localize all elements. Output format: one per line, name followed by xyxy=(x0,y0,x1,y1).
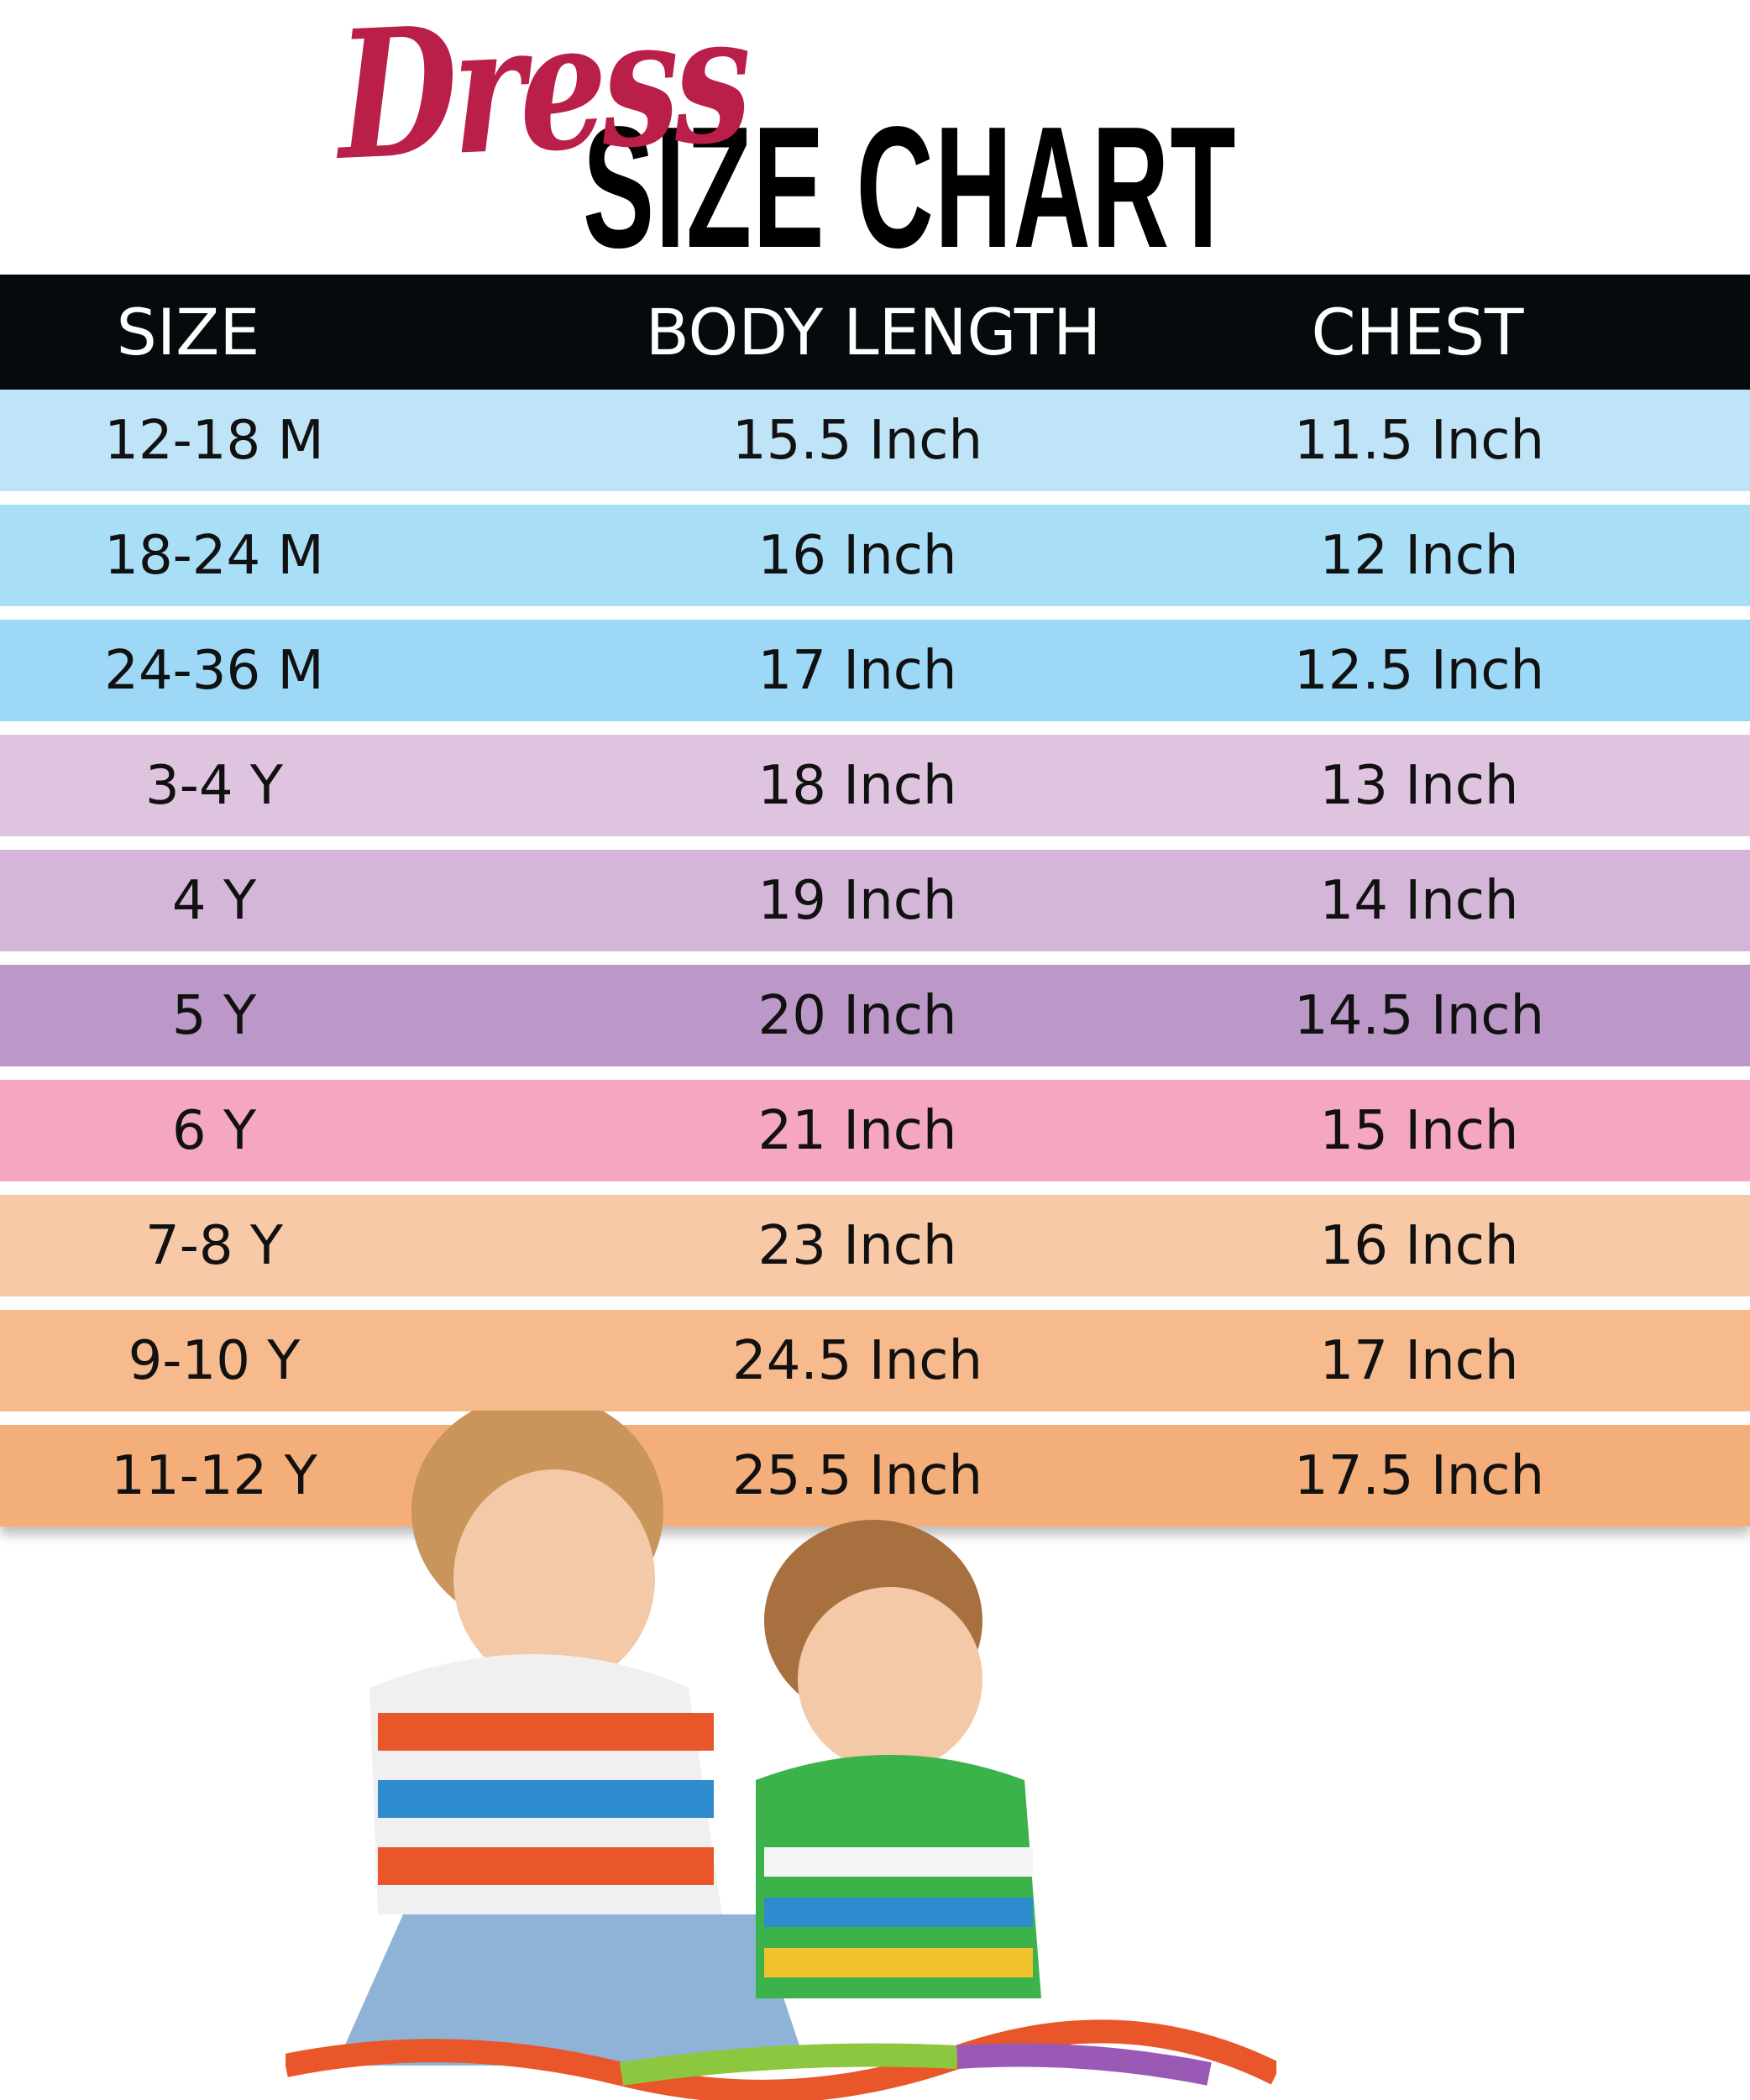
chest-cell: 13 Inch xyxy=(1319,754,1519,817)
chest-cell: 14 Inch xyxy=(1319,869,1519,932)
chest-cell: 17 Inch xyxy=(1319,1329,1519,1392)
table-row: 5 Y 20 Inch 14.5 Inch xyxy=(0,965,1750,1066)
table-row: 6 Y 21 Inch 15 Inch xyxy=(0,1080,1750,1181)
table-header: SIZE BODY LENGTH CHEST xyxy=(0,275,1750,390)
body-length-cell: 25.5 Inch xyxy=(731,1444,983,1507)
chest-cell: 17.5 Inch xyxy=(1293,1444,1545,1507)
page-title: SIZE CHART xyxy=(583,91,1237,284)
table-row: 12-18 M 15.5 Inch 11.5 Inch xyxy=(0,390,1750,491)
table-row: 18-24 M 16 Inch 12 Inch xyxy=(0,505,1750,606)
size-cell: 11-12 Y xyxy=(111,1444,317,1507)
size-cell: 3-4 Y xyxy=(145,754,283,817)
chest-cell: 15 Inch xyxy=(1319,1099,1519,1162)
header-body-length: BODY LENGTH xyxy=(645,295,1102,369)
size-cell: 7-8 Y xyxy=(145,1214,283,1277)
header-size: SIZE xyxy=(116,295,260,369)
table-row: 9-10 Y 24.5 Inch 17 Inch xyxy=(0,1310,1750,1411)
body-length-cell: 16 Inch xyxy=(757,524,957,587)
table-row: 11-12 Y 25.5 Inch 17.5 Inch xyxy=(0,1425,1750,1527)
table-row: 4 Y 19 Inch 14 Inch xyxy=(0,850,1750,951)
body-length-cell: 21 Inch xyxy=(757,1099,957,1162)
chest-cell: 11.5 Inch xyxy=(1293,409,1545,472)
chest-cell: 12.5 Inch xyxy=(1293,639,1545,702)
body-length-cell: 18 Inch xyxy=(757,754,957,817)
size-cell: 12-18 M xyxy=(104,409,324,472)
size-cell: 4 Y xyxy=(171,869,257,932)
size-chart-table: SIZE BODY LENGTH CHEST 12-18 M 15.5 Inch 1… xyxy=(0,275,1750,1540)
size-cell: 5 Y xyxy=(171,984,257,1047)
size-cell: 18-24 M xyxy=(104,524,324,587)
body-length-cell: 15.5 Inch xyxy=(731,409,983,472)
chest-cell: 14.5 Inch xyxy=(1293,984,1545,1047)
header-chest: CHEST xyxy=(1311,295,1524,369)
size-cell: 9-10 Y xyxy=(128,1329,301,1392)
body-length-cell: 19 Inch xyxy=(757,869,957,932)
size-cell: 6 Y xyxy=(171,1099,257,1162)
body-length-cell: 23 Inch xyxy=(757,1214,957,1277)
title-script-dress: Dress xyxy=(335,0,749,200)
kids-playing-photo xyxy=(286,1411,1276,2100)
size-cell: 24-36 M xyxy=(104,639,324,702)
table-row: 3-4 Y 18 Inch 13 Inch xyxy=(0,735,1750,836)
chest-cell: 16 Inch xyxy=(1319,1214,1519,1277)
table-row: 24-36 M 17 Inch 12.5 Inch xyxy=(0,620,1750,721)
body-length-cell: 17 Inch xyxy=(757,639,957,702)
table-row: 7-8 Y 23 Inch 16 Inch xyxy=(0,1195,1750,1296)
body-length-cell: 20 Inch xyxy=(757,984,957,1047)
chest-cell: 12 Inch xyxy=(1319,524,1519,587)
body-length-cell: 24.5 Inch xyxy=(731,1329,983,1392)
